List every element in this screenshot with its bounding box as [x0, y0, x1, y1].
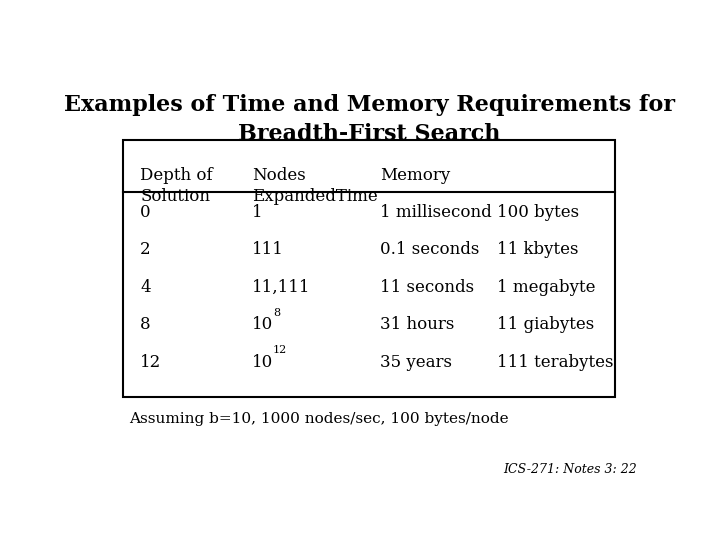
Text: 11 giabytes: 11 giabytes — [498, 316, 595, 333]
Text: 1 millisecond: 1 millisecond — [380, 204, 492, 221]
Text: 111 terabytes: 111 terabytes — [498, 354, 614, 370]
Text: Assuming b=10, 1000 nodes/sec, 100 bytes/node: Assuming b=10, 1000 nodes/sec, 100 bytes… — [129, 412, 509, 426]
Text: 0: 0 — [140, 204, 151, 221]
Text: ICS-271: Notes 3: 22: ICS-271: Notes 3: 22 — [503, 463, 637, 476]
Text: 100 bytes: 100 bytes — [498, 204, 580, 221]
Text: 10: 10 — [252, 316, 273, 333]
Text: 12: 12 — [140, 354, 161, 370]
Text: Examples of Time and Memory Requirements for
Breadth-First Search: Examples of Time and Memory Requirements… — [63, 94, 675, 145]
Text: Memory: Memory — [380, 167, 451, 184]
Text: 35 years: 35 years — [380, 354, 452, 370]
Text: 12: 12 — [273, 346, 287, 355]
Text: 31 hours: 31 hours — [380, 316, 454, 333]
Text: 4: 4 — [140, 279, 151, 296]
Text: 10: 10 — [252, 354, 273, 370]
Text: 1: 1 — [252, 204, 263, 221]
Text: 8: 8 — [273, 308, 280, 318]
Text: 1 megabyte: 1 megabyte — [498, 279, 596, 296]
Text: 0.1 seconds: 0.1 seconds — [380, 241, 480, 258]
Text: Nodes
ExpandedTime: Nodes ExpandedTime — [252, 167, 377, 205]
Text: 11 kbytes: 11 kbytes — [498, 241, 579, 258]
Text: 2: 2 — [140, 241, 151, 258]
Text: 11,111: 11,111 — [252, 279, 310, 296]
Text: Depth of
Solution: Depth of Solution — [140, 167, 213, 205]
Text: 11 seconds: 11 seconds — [380, 279, 474, 296]
Text: 111: 111 — [252, 241, 284, 258]
Text: 8: 8 — [140, 316, 151, 333]
